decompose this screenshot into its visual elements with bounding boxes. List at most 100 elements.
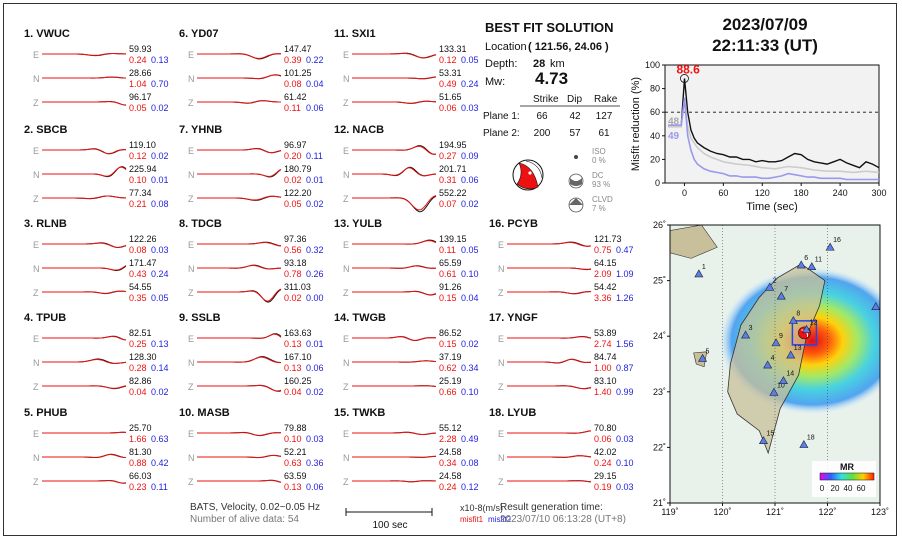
misfit2-value: 0.00: [306, 293, 324, 303]
synthetic-trace: [197, 168, 282, 178]
misfit1-value: 0.11: [284, 103, 301, 113]
x-tick-label: 120: [755, 188, 770, 198]
misfit2-value: 0.32: [306, 245, 324, 255]
y-tick-label: 80: [650, 84, 660, 94]
synthetic-trace: [352, 145, 437, 155]
plane2-dip: 57: [569, 128, 581, 139]
amplitude-value: 180.79: [284, 164, 312, 174]
waveform-trace: [42, 480, 127, 484]
nodal-planes-table: Strike Dip Rake Plane 1: 66 42 127 Plane…: [483, 94, 620, 139]
misfit1-value: 0.24: [129, 55, 147, 65]
waveform-trace: [42, 242, 127, 249]
station-marker-label: 1: [702, 264, 706, 271]
misfit2-value: 0.09: [461, 151, 479, 161]
station-label: 12. NACB: [334, 124, 384, 136]
station-label: 8. TDCB: [179, 218, 222, 230]
synthetic-trace: [197, 432, 281, 436]
station-block: 5. PHUB E 25.701.66 0.63 N 81.300.88 0.42 Z 66.0…: [24, 407, 169, 492]
synthetic-trace: [352, 336, 437, 341]
station-block: 2. SBCB E 119.100.12 0.02 N 225.940.10 0.01 Z 77…: [24, 124, 169, 209]
alive-data-count: Number of alive data: 54: [190, 514, 299, 525]
station-label: 9. SSLB: [179, 312, 221, 324]
dc-label: DC: [592, 171, 604, 180]
misfit2-value: 0.01: [306, 339, 324, 349]
amplitude-value: 25.70: [129, 423, 152, 433]
misfit2-value: 0.47: [616, 245, 634, 255]
component-label: E: [33, 334, 39, 344]
waveform-trace: [197, 333, 282, 339]
location-label: Location: [485, 41, 527, 53]
synthetic-trace: [42, 336, 127, 341]
station-marker: [871, 302, 880, 311]
mainland-coast: [670, 225, 718, 259]
misfit2-value: 0.63: [151, 434, 169, 444]
component-label: E: [33, 240, 39, 250]
misfit2-value: 0.70: [151, 79, 169, 89]
waveform-trace: [352, 166, 437, 177]
component-label: N: [33, 358, 40, 368]
rake-header: Rake: [594, 94, 618, 105]
amplitude-value: 61.42: [284, 92, 307, 102]
station-marker: [788, 316, 798, 324]
component-label: Z: [33, 194, 39, 204]
misfit1-value: 0.24: [594, 458, 612, 468]
lat-tick-label: 24˚: [653, 331, 666, 341]
y-tick-label: 0: [655, 178, 660, 188]
waveform-trace: [197, 241, 282, 247]
dip-header: Dip: [567, 94, 582, 105]
component-label: E: [188, 240, 194, 250]
station-label: 18. LYUB: [489, 407, 536, 419]
component-label: N: [188, 358, 195, 368]
amplitude-value: 24.58: [439, 471, 462, 481]
misfit2-value: 0.10: [616, 458, 634, 468]
station-block: 17. YNGF E 53.892.74 1.56 N 84.741.00 0.87 Z 83.…: [489, 312, 634, 397]
component-label: N: [188, 453, 195, 463]
waveform-trace: [352, 265, 436, 269]
synthetic-trace: [197, 288, 282, 302]
misfit2-value: 0.13: [151, 55, 169, 65]
station-marker-label: 11: [815, 257, 822, 264]
amplitude-value: 66.03: [129, 471, 152, 481]
legend-misfit2: misfit2: [488, 515, 512, 524]
component-label: E: [498, 334, 504, 344]
synthetic-trace: [507, 267, 592, 270]
waveform-trace: [42, 148, 127, 155]
lat-tick-label: 26˚: [653, 220, 666, 230]
waveform-trace: [352, 195, 437, 213]
observed-trace: [42, 166, 127, 178]
amplitude-value: 24.58: [439, 447, 462, 457]
misfit2-value: 0.22: [306, 55, 324, 65]
misfit1-value: 0.13: [284, 363, 302, 373]
component-label: N: [33, 170, 40, 180]
amplitude-value: 93.18: [284, 258, 307, 268]
colorbar-ramp: [819, 472, 875, 481]
component-label: E: [343, 334, 349, 344]
amplitude-value: 119.10: [129, 140, 156, 150]
waveform-trace: [507, 241, 592, 247]
mw-value: 4.73: [535, 69, 569, 88]
station-marker: [698, 353, 708, 362]
waveform-trace: [197, 454, 282, 459]
station-marker: [786, 350, 796, 359]
station-marker-label: 14: [786, 371, 794, 378]
amplitude-value: 77.34: [129, 188, 152, 198]
synthetic-trace: [197, 479, 282, 483]
misfit2-value: 0.04: [306, 79, 324, 89]
station-block: 18. LYUB E 70.800.06 0.03 N 42.020.24 0.10 Z 29.…: [489, 407, 634, 492]
station-label: 2. SBCB: [24, 124, 67, 136]
misfit1-value: 0.04: [284, 387, 302, 397]
station-marker-label: 16: [833, 237, 841, 244]
station-block: 1. VWUC E 59.930.24 0.13 N 28.661.04 0.70 Z 96.1…: [24, 28, 169, 113]
mr-colorbar: MR 0 20 40 60: [812, 461, 876, 497]
amplitude-value: 63.59: [284, 471, 307, 481]
station-marker: [799, 440, 809, 448]
observed-trace: [352, 195, 437, 213]
component-label: N: [33, 264, 40, 274]
amplitude-value: 122.26: [129, 234, 157, 244]
amplitude-value: 82.86: [129, 376, 152, 386]
waveform-trace: [42, 335, 127, 341]
x-tick-label: 240: [833, 188, 848, 198]
